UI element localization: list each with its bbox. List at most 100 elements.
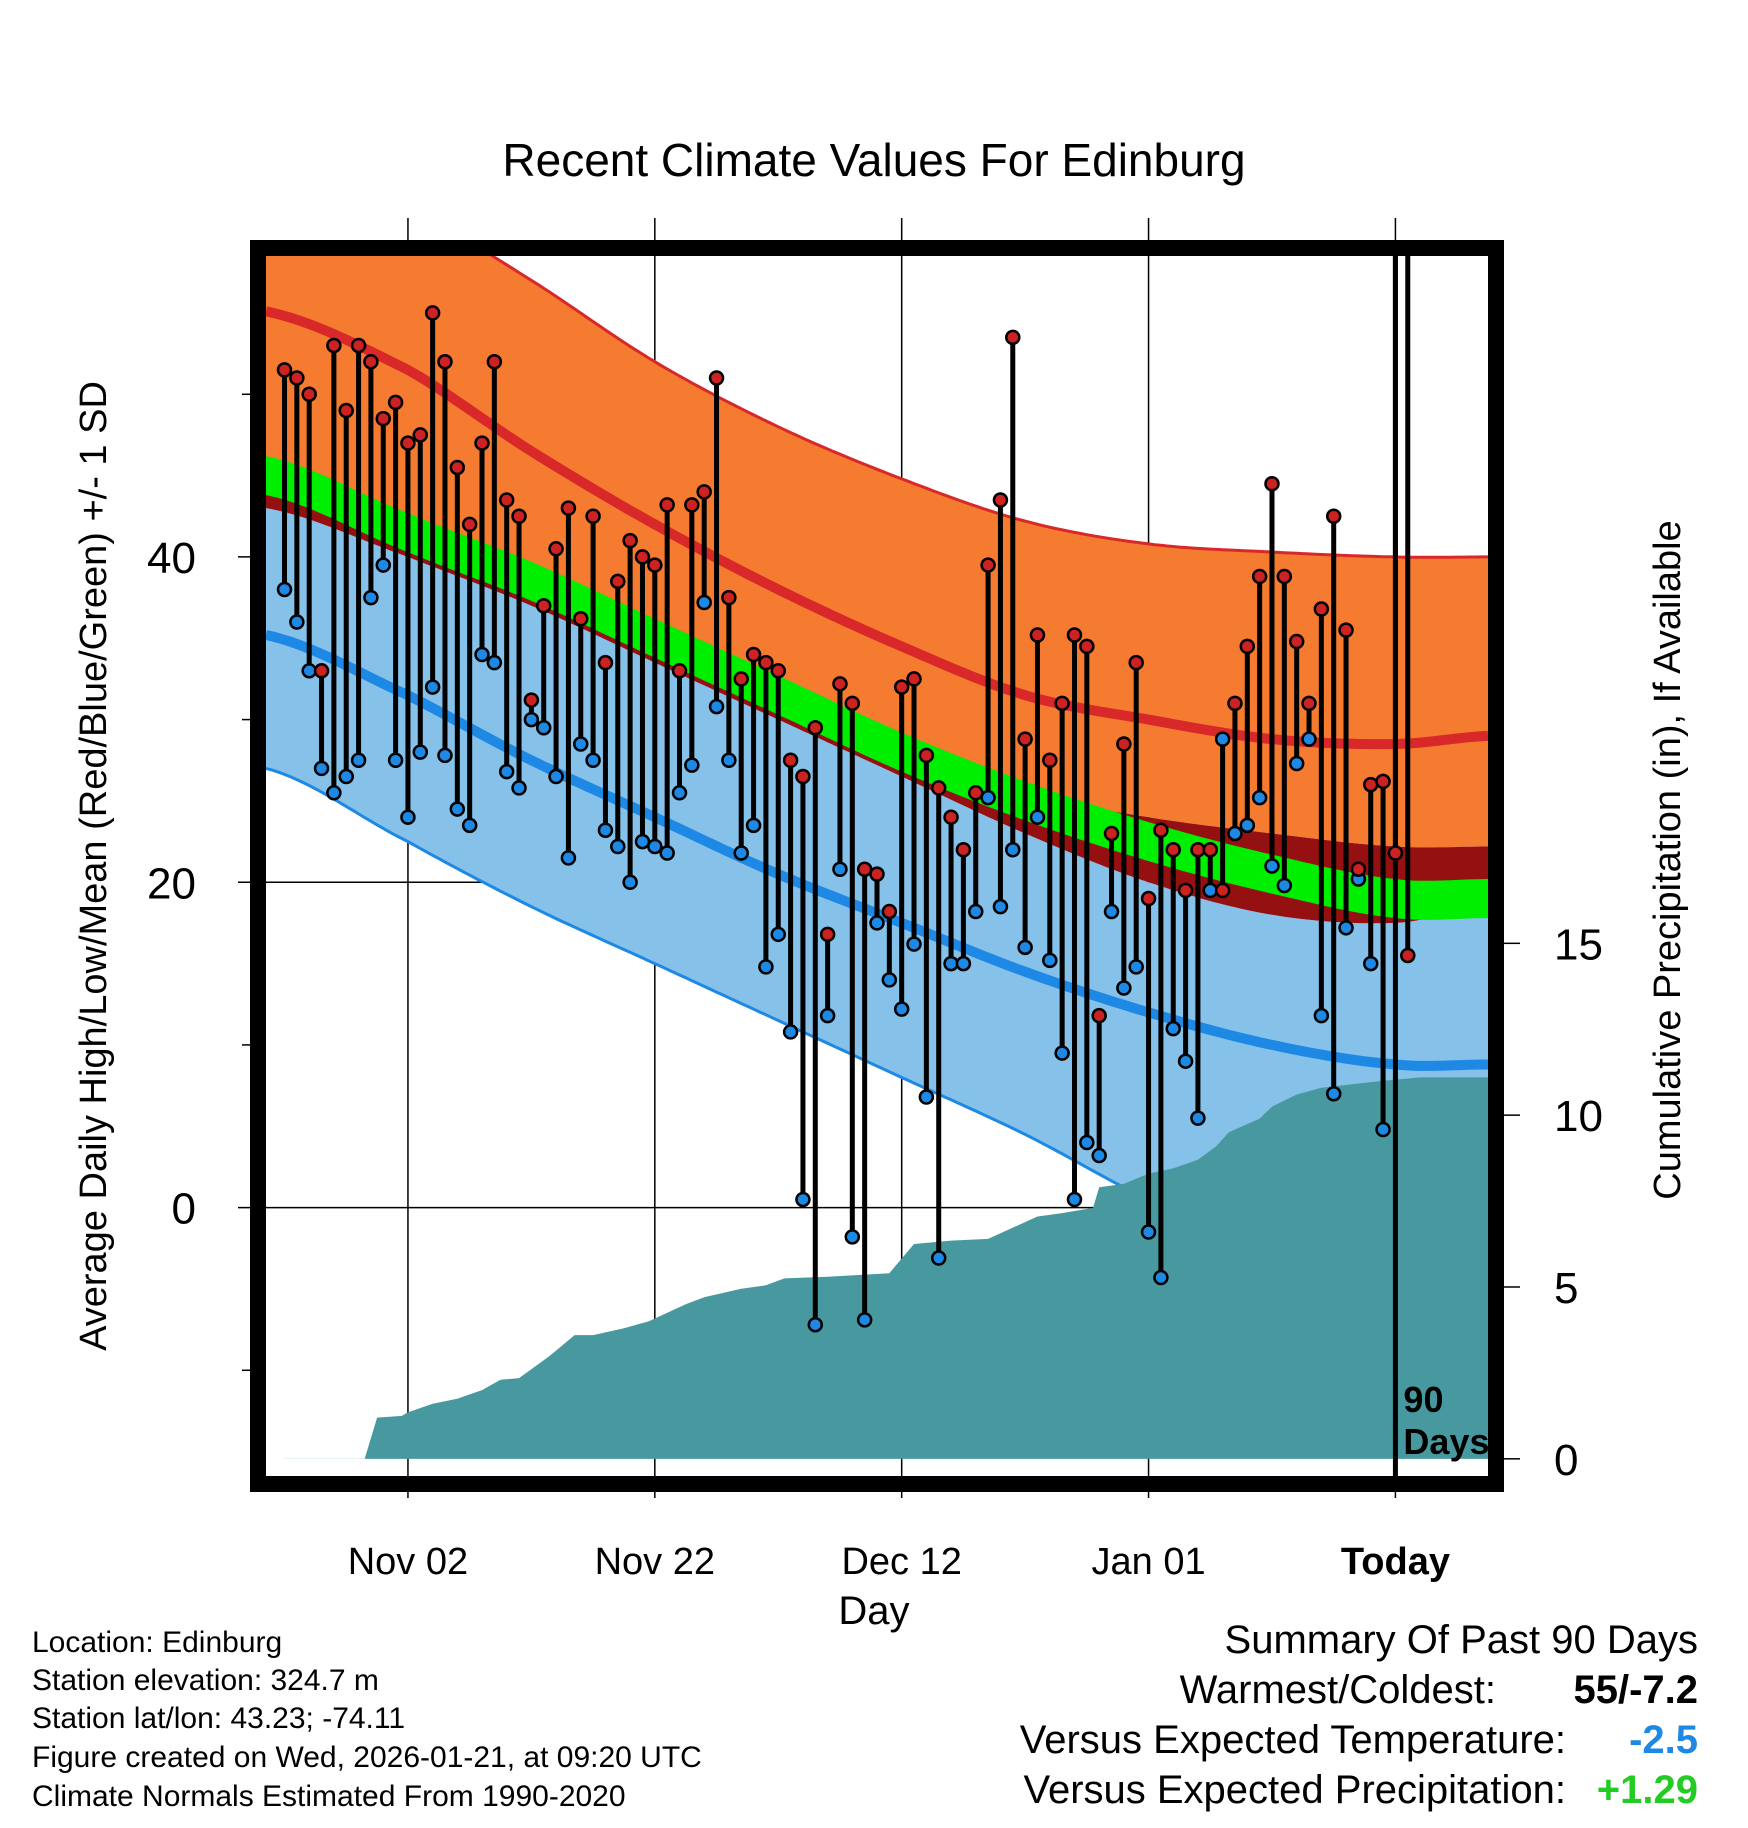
low-point-49 (881, 972, 898, 988)
y2-tick-label-0: 0 (1554, 1436, 1578, 1485)
low-point-59 (1005, 841, 1021, 858)
low-point-67 (1103, 903, 1120, 920)
low-point-0 (276, 581, 293, 598)
low-point-72 (1165, 1020, 1181, 1037)
summary-warmest-coldest-label: Warmest/Coldest: (1179, 1668, 1496, 1712)
low-point-27 (610, 838, 626, 855)
footer-elevation: Station elevation: 324.7 m (32, 1664, 379, 1697)
high-point-40 (770, 663, 787, 679)
low-point-6 (350, 752, 367, 769)
high-point-57 (980, 557, 996, 573)
high-point-71 (1153, 822, 1169, 838)
high-point-35 (708, 370, 725, 386)
high-point-53 (930, 780, 947, 796)
x-tick-label-3: Jan 01 (1092, 1541, 1206, 1583)
high-point-31 (659, 497, 675, 513)
high-sd-band (266, 250, 1488, 848)
low-point-79 (1251, 789, 1268, 806)
low-point-56 (967, 903, 984, 920)
low-point-14 (449, 801, 466, 817)
low-point-61 (1029, 809, 1046, 825)
y2-axis-label: Cumulative Precipitation (in), If Availa… (1647, 520, 1689, 1199)
high-point-54 (943, 809, 959, 825)
high-point-73 (1177, 882, 1194, 899)
low-point-74 (1190, 1110, 1206, 1126)
low-point-63 (1054, 1045, 1070, 1061)
x-axis-label: Day (838, 1589, 909, 1633)
low-point-38 (745, 817, 762, 834)
plot-frame (250, 240, 1504, 1492)
high-point-22 (548, 541, 564, 557)
low-point-30 (647, 838, 663, 855)
high-point-25 (585, 508, 601, 525)
y-axis-label: Average Daily High/Low/Mean (Red/Blue/Gr… (73, 381, 115, 1351)
high-point-23 (560, 500, 577, 516)
low-point-77 (1227, 825, 1243, 842)
footer-normals-period: Climate Normals Estimated From 1990-2020 (32, 1780, 626, 1813)
high-point-88 (1362, 776, 1379, 793)
low-point-19 (511, 780, 527, 796)
high-point-58 (992, 492, 1009, 508)
low-point-11 (412, 744, 429, 760)
low-point-23 (560, 850, 577, 866)
x-tick-label-1: Nov 22 (595, 1541, 715, 1583)
low-point-43 (807, 1316, 824, 1333)
high-point-82 (1288, 633, 1305, 650)
high-point-20 (523, 692, 540, 708)
high-point-28 (622, 532, 638, 549)
axes: 0 20 40 0 5 10 15 Nov 02 Nov 22 Dec 12 Jan 01 Today (147, 393, 1603, 1583)
low-point-62 (1042, 952, 1058, 969)
x-tick-label-0: Nov 02 (348, 1541, 468, 1583)
low-point-13 (437, 747, 453, 764)
high-point-12 (424, 305, 441, 321)
high-point-65 (1079, 638, 1095, 655)
low-point-82 (1288, 755, 1305, 772)
high-point-77 (1227, 695, 1243, 712)
low-point-36 (721, 752, 737, 769)
low-point-42 (795, 1191, 811, 1208)
high-point-15 (461, 516, 478, 533)
low-point-84 (1313, 1007, 1330, 1024)
high-point-63 (1054, 695, 1070, 712)
low-point-33 (684, 757, 700, 773)
high-point-9 (387, 394, 404, 411)
high-point-38 (745, 646, 762, 663)
low-point-83 (1301, 731, 1317, 747)
low-point-58 (992, 898, 1009, 915)
low-point-91 (1401, 0, 1414, 7)
high-point-91 (1400, 947, 1416, 964)
high-point-72 (1165, 841, 1181, 858)
low-point-8 (375, 557, 392, 573)
high-point-6 (350, 337, 367, 354)
high-point-52 (918, 747, 935, 764)
low-point-3 (313, 760, 330, 777)
low-point-9 (387, 752, 404, 769)
high-point-48 (869, 866, 885, 882)
high-point-87 (1350, 861, 1367, 878)
high-point-62 (1042, 752, 1058, 769)
low-point-25 (585, 752, 601, 769)
today-label-number: 90 (1403, 1379, 1443, 1420)
low-point-34 (696, 594, 712, 611)
low-point-64 (1066, 1191, 1083, 1208)
y2-tick-label-1: 5 (1554, 1264, 1578, 1313)
low-point-46 (844, 1229, 861, 1245)
high-point-85 (1325, 508, 1342, 525)
low-point-20 (523, 711, 540, 728)
high-point-21 (535, 597, 552, 614)
high-point-84 (1313, 601, 1330, 617)
high-point-86 (1338, 622, 1354, 638)
high-point-27 (610, 573, 626, 590)
high-point-68 (1116, 736, 1132, 752)
y-tick-label-2: 40 (147, 534, 196, 583)
high-point-45 (832, 676, 848, 692)
summary-precipitation-value: +1.29 (1596, 1768, 1698, 1812)
high-point-32 (671, 663, 688, 679)
low-point-76 (1214, 731, 1231, 747)
high-point-89 (1375, 773, 1391, 790)
high-point-50 (893, 679, 910, 695)
high-point-34 (696, 484, 712, 500)
high-point-11 (412, 427, 429, 443)
high-point-90 (1387, 845, 1404, 861)
